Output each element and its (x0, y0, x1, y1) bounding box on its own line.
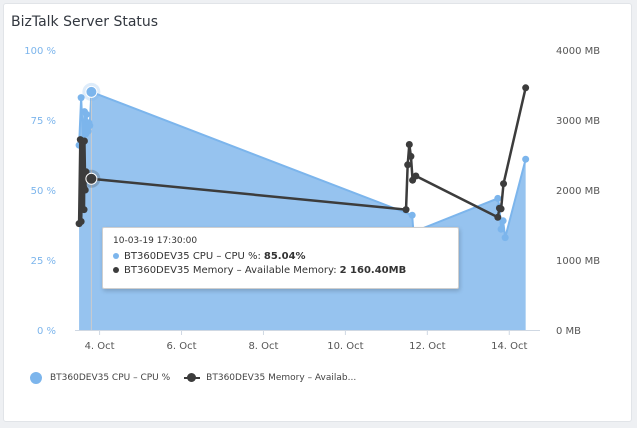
y-left-tick-label: 75 % (31, 116, 56, 127)
tooltip: 10-03-19 17:30:00 BT360DEV35 CPU – CPU %… (102, 227, 459, 289)
cpu-point (522, 155, 530, 163)
legend: BT360DEV35 CPU – CPU % BT360DEV35 Memory… (30, 371, 370, 385)
y-right-tick-label: 4000 MB (556, 46, 600, 57)
y-right-tick-label: 3000 MB (556, 116, 600, 127)
x-tick-label: 12. Oct (409, 341, 445, 352)
y-right-tick-label: 0 MB (556, 326, 581, 337)
cpu-area (79, 91, 526, 330)
memory-point (407, 152, 415, 160)
cpu-point (82, 110, 90, 118)
cpu-point (408, 211, 416, 219)
cpu-point (77, 94, 85, 102)
cpu-hover-marker (85, 85, 98, 98)
tooltip-cpu-label: BT360DEV35 CPU – CPU %: (124, 250, 261, 262)
memory-point (81, 186, 89, 194)
y-left-tick-label: 50 % (31, 186, 56, 197)
y-left-tick-label: 0 % (37, 326, 56, 337)
legend-item-memory[interactable]: BT360DEV35 Memory – Availab... (184, 372, 356, 384)
memory-point (82, 168, 90, 176)
cpu-point (497, 225, 505, 233)
memory-point (497, 205, 505, 213)
tooltip-cpu-value: 85.04% (263, 250, 306, 262)
legend-item-cpu[interactable]: BT360DEV35 CPU – CPU % (30, 372, 170, 384)
tooltip-memory-dot (113, 267, 119, 273)
cpu-point (494, 194, 502, 202)
y-left-tick-label: 25 % (31, 256, 56, 267)
legend-cpu-label: BT360DEV35 CPU – CPU % (50, 373, 171, 383)
x-tick-label: 10. Oct (327, 341, 363, 352)
x-tick-label: 4. Oct (85, 341, 115, 352)
tooltip-row-cpu: BT360DEV35 CPU – CPU %: 85.04% (113, 249, 448, 263)
memory-point (494, 213, 502, 221)
x-tick-label: 8. Oct (248, 341, 278, 352)
y-left-tick-label: 100 % (24, 46, 56, 57)
cpu-point (499, 217, 507, 225)
memory-point (500, 180, 508, 188)
tooltip-time: 10-03-19 17:30:00 (113, 236, 198, 246)
memory-point (80, 206, 88, 214)
legend-cpu-marker (30, 372, 42, 384)
y-right-tick-label: 1000 MB (556, 256, 600, 267)
memory-point (522, 84, 530, 92)
tooltip-cpu-dot (113, 253, 119, 259)
memory-hover-marker (85, 172, 98, 185)
legend-memory-label: BT360DEV35 Memory – Availab... (206, 373, 357, 383)
cpu-point (84, 127, 92, 135)
y-right-tick-label: 2000 MB (556, 186, 600, 197)
memory-point (77, 218, 85, 225)
x-tick-label: 14. Oct (491, 341, 527, 352)
memory-line (77, 87, 527, 224)
tooltip-memory-value: 2 160.40MB (339, 264, 407, 276)
x-tick-label: 6. Oct (167, 341, 197, 352)
tooltip-memory-label: BT360DEV35 Memory – Available Memory: (124, 264, 337, 276)
cpu-point (501, 234, 509, 242)
legend-memory-marker (184, 372, 201, 384)
page-title: BizTalk Server Status (11, 14, 159, 30)
memory-point (412, 172, 420, 180)
cpu-point (86, 122, 94, 130)
memory-point (80, 137, 88, 145)
memory-point (402, 206, 410, 214)
tooltip-row-memory: BT360DEV35 Memory – Available Memory: 2 … (113, 263, 448, 277)
memory-point (404, 161, 412, 169)
memory-point (405, 141, 413, 148)
